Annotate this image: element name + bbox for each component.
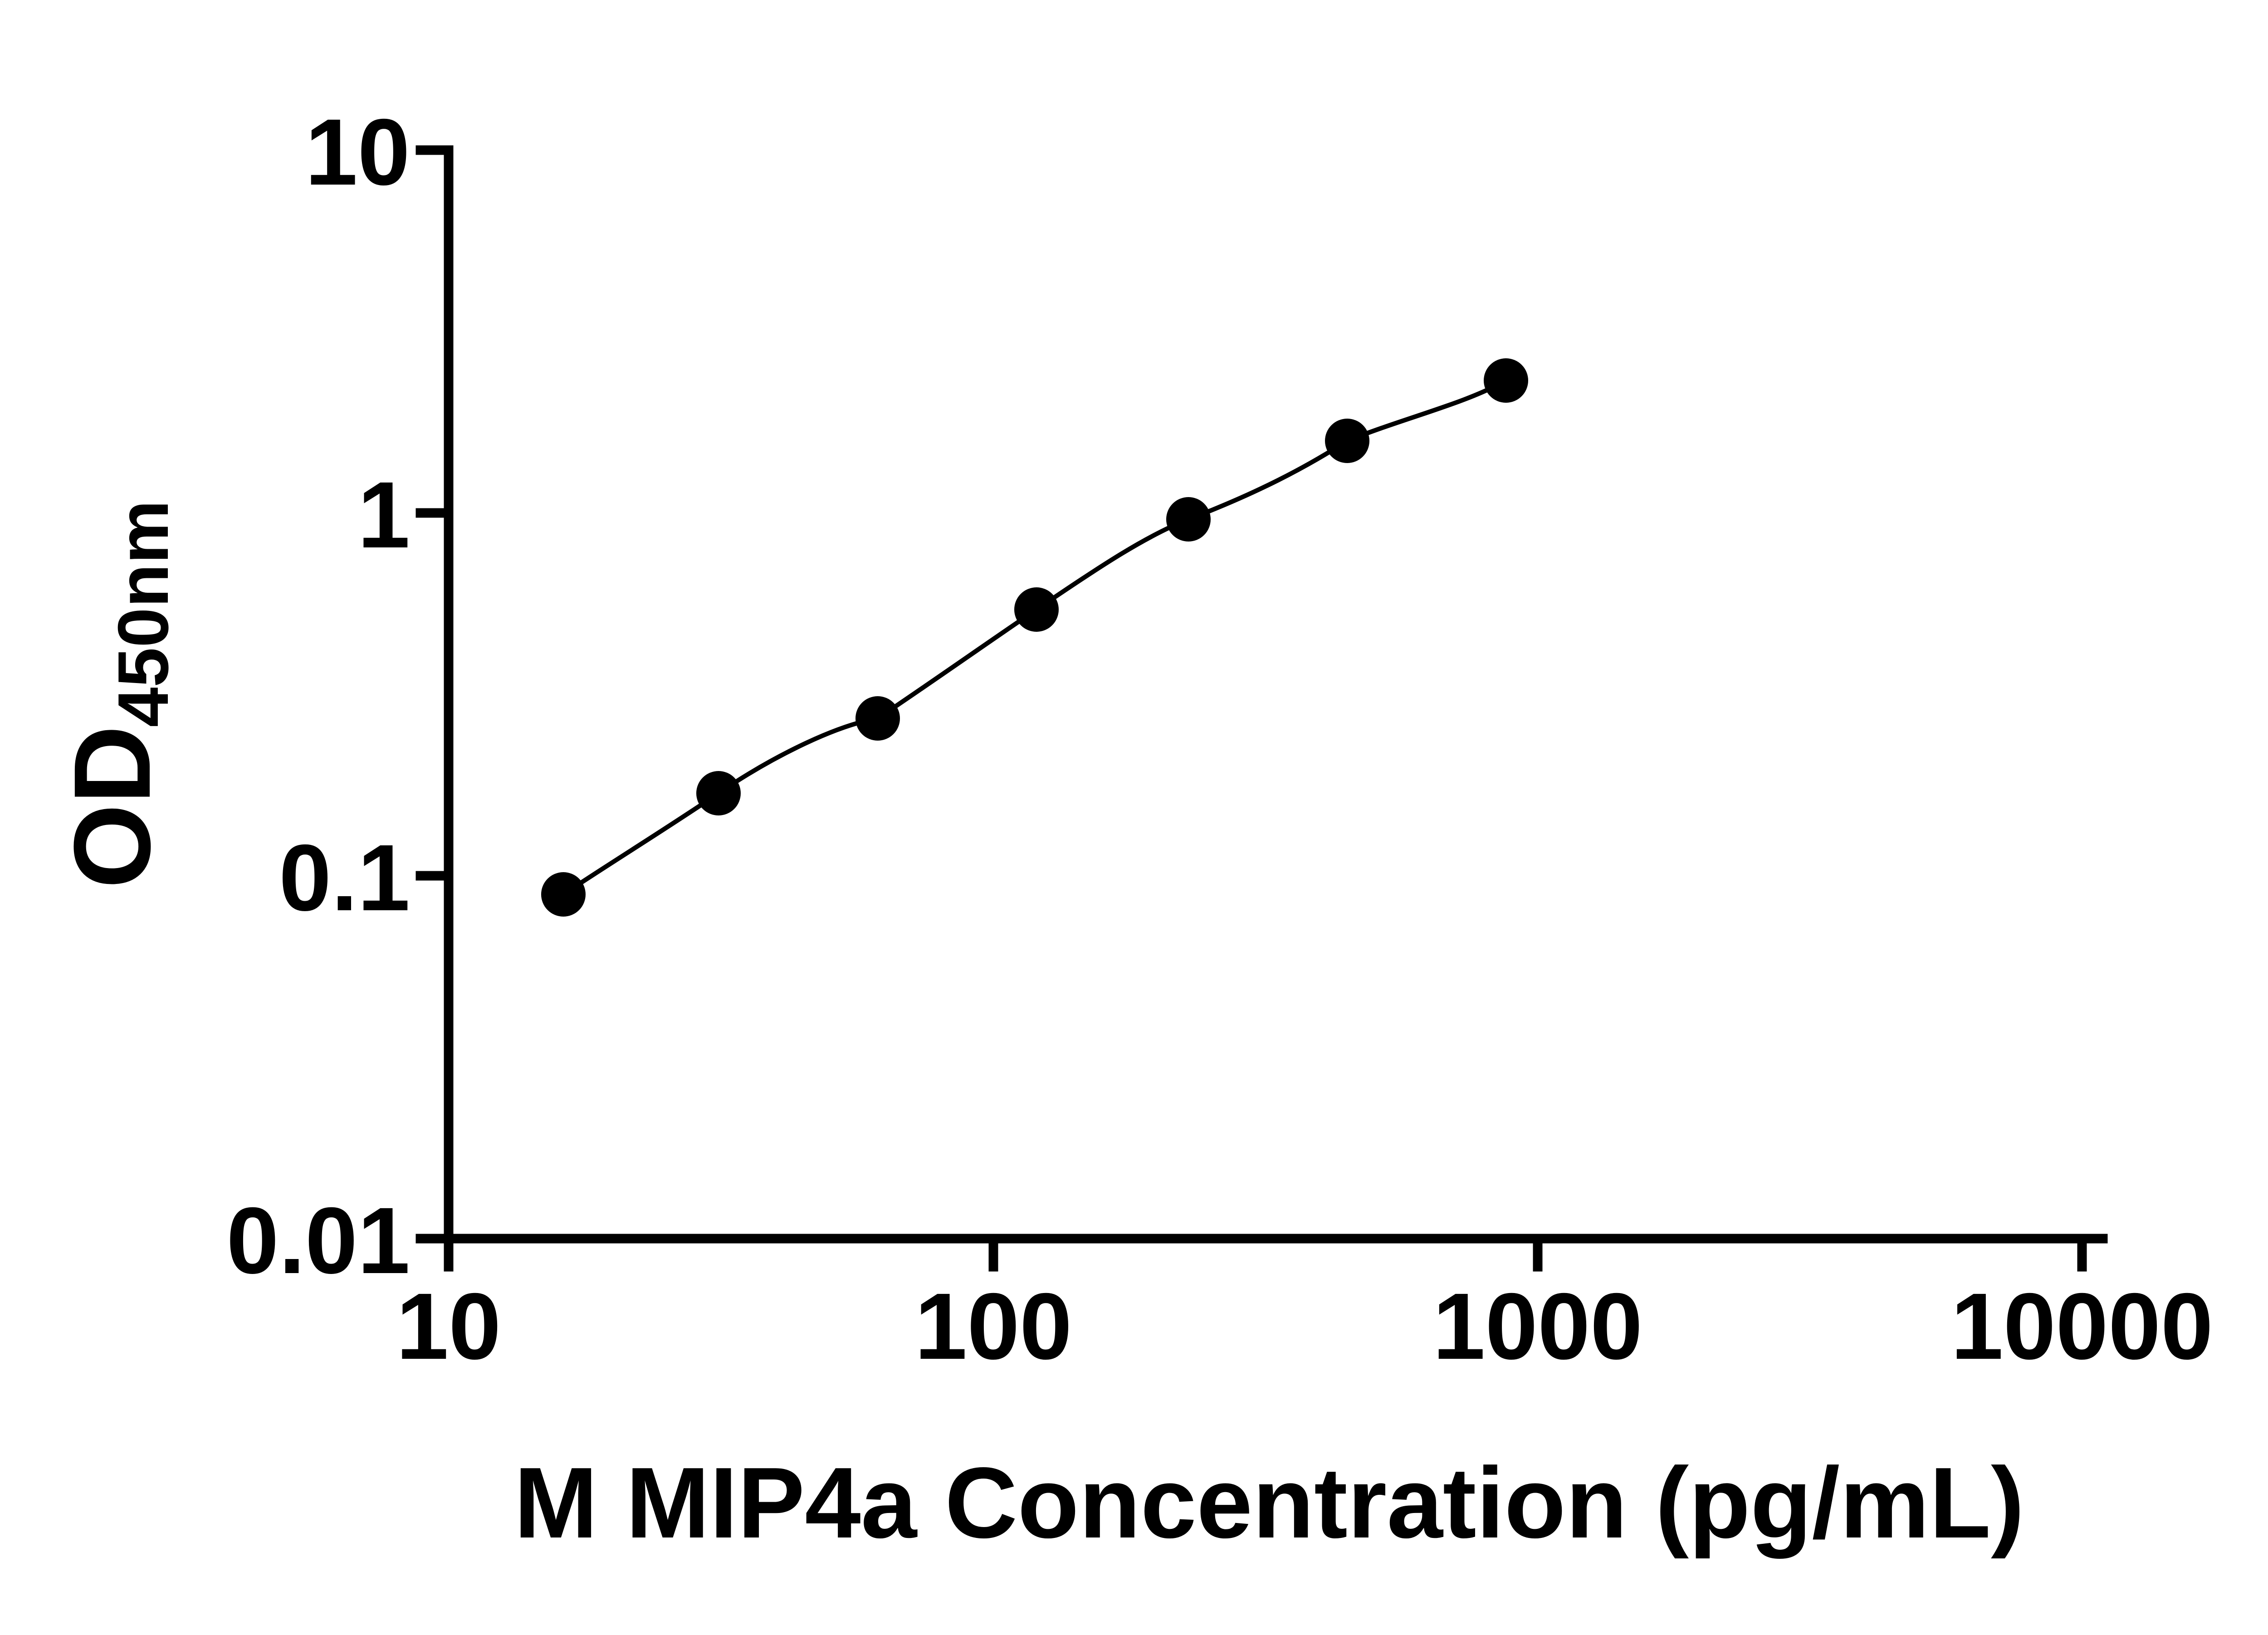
svg-text:M MIP4a Concentration (pg/mL): M MIP4a Concentration (pg/mL) — [514, 1447, 2024, 1559]
svg-text:10000: 10000 — [1951, 1274, 2213, 1379]
svg-text:10: 10 — [305, 100, 410, 205]
svg-text:10: 10 — [396, 1274, 501, 1379]
svg-text:1: 1 — [357, 463, 410, 568]
svg-text:0.01: 0.01 — [226, 1188, 410, 1293]
svg-text:0.1: 0.1 — [279, 825, 410, 931]
svg-text:100: 100 — [914, 1274, 1072, 1379]
svg-text:1000: 1000 — [1433, 1274, 1643, 1379]
